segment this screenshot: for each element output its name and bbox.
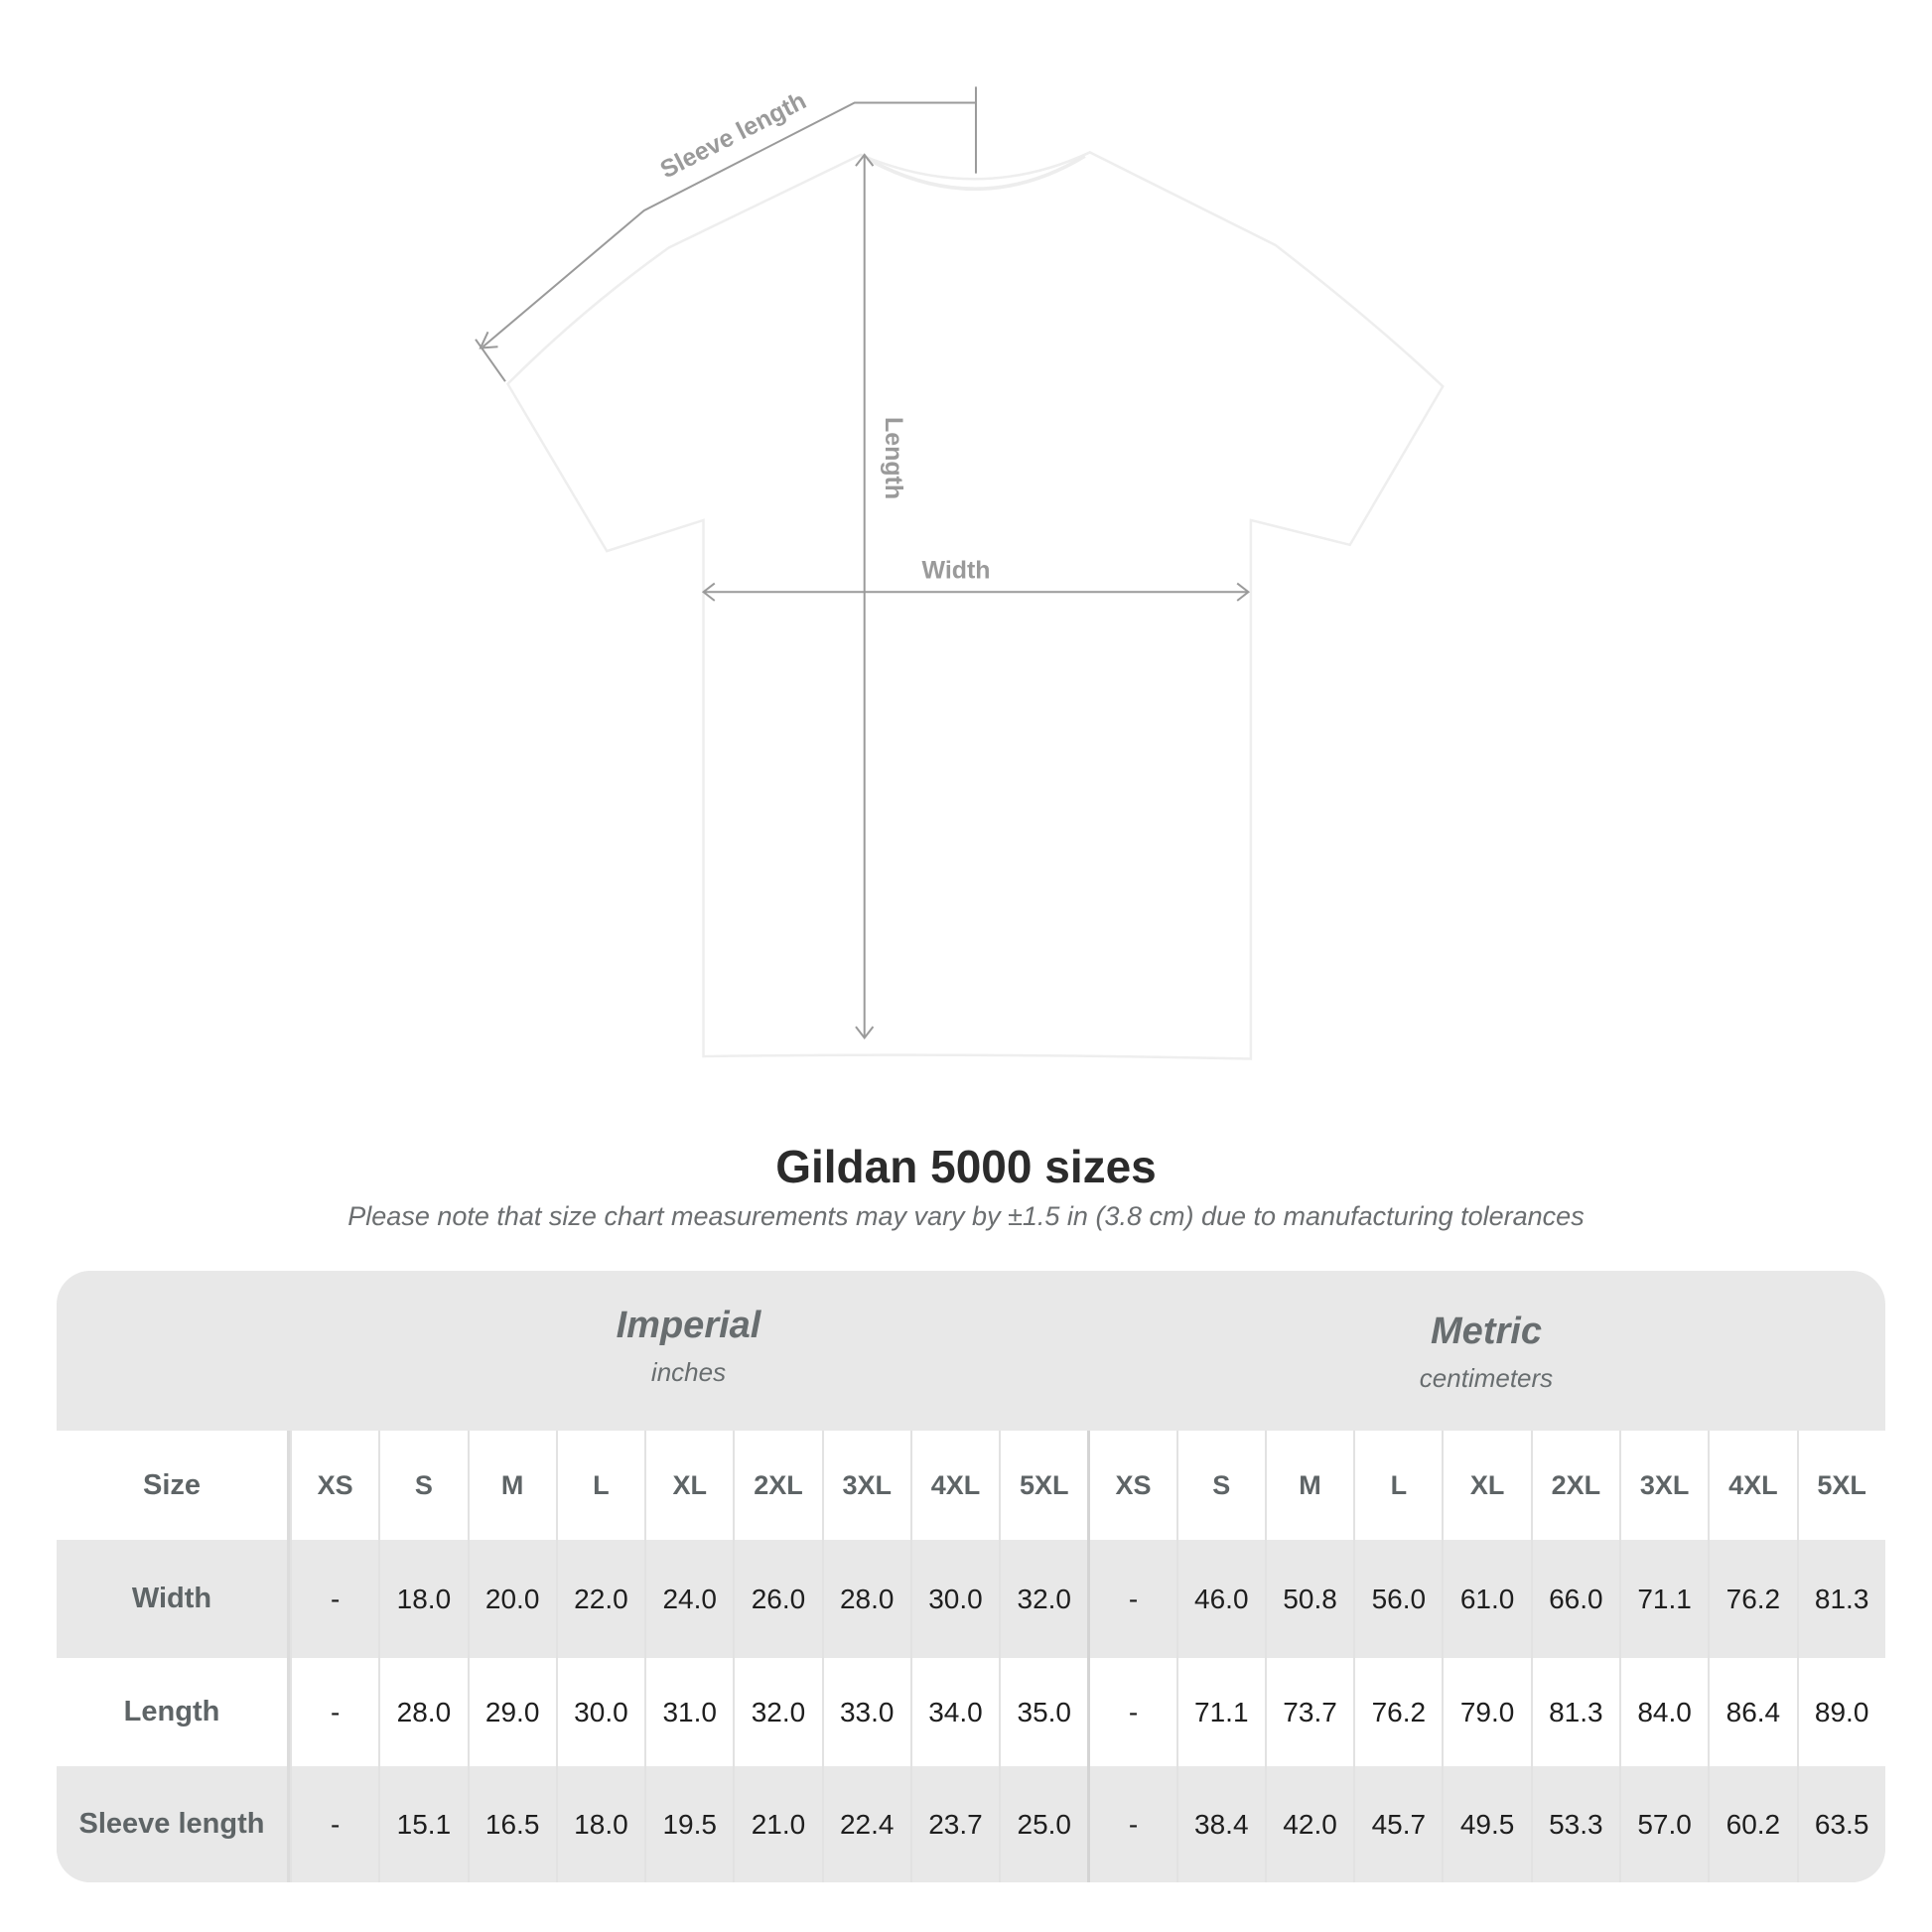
metric-value-cell: 81.3 [1530, 1658, 1619, 1766]
metric-size-xl: XL [1442, 1431, 1531, 1540]
chart-title: Gildan 5000 sizes [775, 1141, 1157, 1192]
sleeve-length-label: Sleeve length [656, 86, 811, 184]
metric-value-cell: 46.0 [1175, 1540, 1265, 1658]
imperial-size-xl: XL [644, 1431, 734, 1540]
metric-value-cell: 53.3 [1530, 1766, 1619, 1882]
imperial-value-cell: 29.0 [467, 1658, 556, 1766]
imperial-value-cell: 35.0 [999, 1658, 1088, 1766]
width-arrowhead-left [701, 582, 716, 602]
imperial-header: Imperial inches [290, 1305, 1087, 1388]
metric-value-cell: 71.1 [1175, 1658, 1265, 1766]
metric-value-cell: 86.4 [1708, 1658, 1797, 1766]
sleeve-length-arrow [482, 101, 976, 348]
metric-size-5xl: 5XL [1796, 1431, 1885, 1540]
metric-value-cell: 56.0 [1353, 1540, 1443, 1658]
metric-value-cell: 79.0 [1442, 1658, 1531, 1766]
row-label: Width [57, 1540, 290, 1658]
imperial-value-cell: 19.5 [644, 1766, 734, 1882]
metric-value-cell: 71.1 [1618, 1540, 1709, 1658]
imperial-value-cell: 28.0 [821, 1540, 910, 1658]
imperial-value-cell: 32.0 [733, 1658, 822, 1766]
imperial-value-cell: 23.7 [909, 1766, 1000, 1882]
imperial-value-cell: - [290, 1766, 379, 1882]
metric-value-cell: 76.2 [1353, 1658, 1443, 1766]
length-label: Length [880, 417, 907, 499]
imperial-size-2xl: 2XL [733, 1431, 822, 1540]
imperial-value-cell: 34.0 [909, 1658, 1000, 1766]
metric-size-m: M [1264, 1431, 1354, 1540]
imperial-value-cell: 28.0 [378, 1658, 468, 1766]
imperial-size-xs: XS [290, 1431, 379, 1540]
sleeve-tick-bottom [475, 339, 506, 382]
metric-value-cell: - [1087, 1766, 1176, 1882]
metric-value-cell: 81.3 [1796, 1540, 1885, 1658]
size-header-label: Size [57, 1431, 290, 1540]
metric-value-cell: 49.5 [1442, 1766, 1531, 1882]
metric-size-s: S [1175, 1431, 1265, 1540]
imperial-size-4xl: 4XL [909, 1431, 1000, 1540]
imperial-value-cell: 24.0 [644, 1540, 734, 1658]
imperial-value-cell: 16.5 [467, 1766, 556, 1882]
metric-size-l: L [1353, 1431, 1443, 1540]
width-label: Width [922, 557, 991, 585]
metric-size-4xl: 4XL [1708, 1431, 1797, 1540]
metric-value-cell: 57.0 [1618, 1766, 1709, 1882]
length-arrowhead-top [855, 153, 875, 167]
metric-value-cell: 73.7 [1264, 1658, 1354, 1766]
imperial-value-cell: - [290, 1540, 379, 1658]
metric-value-cell: 66.0 [1530, 1540, 1619, 1658]
size-table: Imperial inches Metric centimeters Size X… [57, 1271, 1885, 1882]
sleeve-arrowhead [479, 331, 498, 349]
imperial-value-cell: 15.1 [378, 1766, 468, 1882]
imperial-value-cell: 18.0 [378, 1540, 468, 1658]
metric-size-xs: XS [1087, 1431, 1176, 1540]
imperial-value-cell: 30.0 [555, 1658, 645, 1766]
imperial-value-cell: - [290, 1658, 379, 1766]
imperial-value-cell: 25.0 [999, 1766, 1088, 1882]
metric-value-cell: - [1087, 1540, 1176, 1658]
imperial-value-cell: 30.0 [909, 1540, 1000, 1658]
imperial-size-s: S [378, 1431, 468, 1540]
metric-value-cell: 89.0 [1796, 1658, 1885, 1766]
size-grid: Size XS S M L XL 2XL 3XL 4XL 5XL XS S M L XL 2XL 3XL 4XL 5… [57, 1431, 1885, 1882]
metric-value-cell: 63.5 [1796, 1766, 1885, 1882]
metric-value-cell: 50.8 [1264, 1540, 1354, 1658]
length-arrowhead-bottom [855, 1026, 875, 1039]
metric-value-cell: 61.0 [1442, 1540, 1531, 1658]
tshirt-shape [505, 151, 1445, 1060]
metric-value-cell: - [1087, 1658, 1176, 1766]
imperial-size-l: L [555, 1431, 645, 1540]
row-label: Length [57, 1658, 290, 1766]
metric-value-cell: 38.4 [1175, 1766, 1265, 1882]
metric-value-cell: 76.2 [1708, 1540, 1797, 1658]
imperial-value-cell: 22.0 [555, 1540, 645, 1658]
width-arrowhead-right [1236, 582, 1251, 602]
metric-value-cell: 45.7 [1353, 1766, 1443, 1882]
metric-size-3xl: 3XL [1618, 1431, 1709, 1540]
imperial-value-cell: 33.0 [821, 1658, 910, 1766]
metric-title: Metric [1431, 1311, 1542, 1352]
imperial-value-cell: 22.4 [821, 1766, 910, 1882]
imperial-size-5xl: 5XL [999, 1431, 1088, 1540]
imperial-value-cell: 21.0 [733, 1766, 822, 1882]
row-label: Sleeve length [57, 1766, 290, 1882]
collar [866, 154, 1086, 192]
imperial-value-cell: 20.0 [467, 1540, 556, 1658]
imperial-value-cell: 31.0 [644, 1658, 734, 1766]
metric-header: Metric centimeters [1087, 1311, 1885, 1394]
metric-unit: centimeters [1419, 1363, 1554, 1393]
imperial-size-m: M [467, 1431, 556, 1540]
metric-size-2xl: 2XL [1530, 1431, 1619, 1540]
imperial-size-3xl: 3XL [821, 1431, 910, 1540]
imperial-unit: inches [650, 1357, 727, 1387]
metric-value-cell: 42.0 [1264, 1766, 1354, 1882]
metric-value-cell: 84.0 [1618, 1658, 1709, 1766]
metric-value-cell: 60.2 [1708, 1766, 1797, 1882]
imperial-title: Imperial [616, 1305, 761, 1346]
imperial-value-cell: 18.0 [555, 1766, 645, 1882]
imperial-value-cell: 32.0 [999, 1540, 1088, 1658]
imperial-value-cell: 26.0 [733, 1540, 822, 1658]
tolerance-note: Please note that size chart measurements… [347, 1201, 1585, 1231]
